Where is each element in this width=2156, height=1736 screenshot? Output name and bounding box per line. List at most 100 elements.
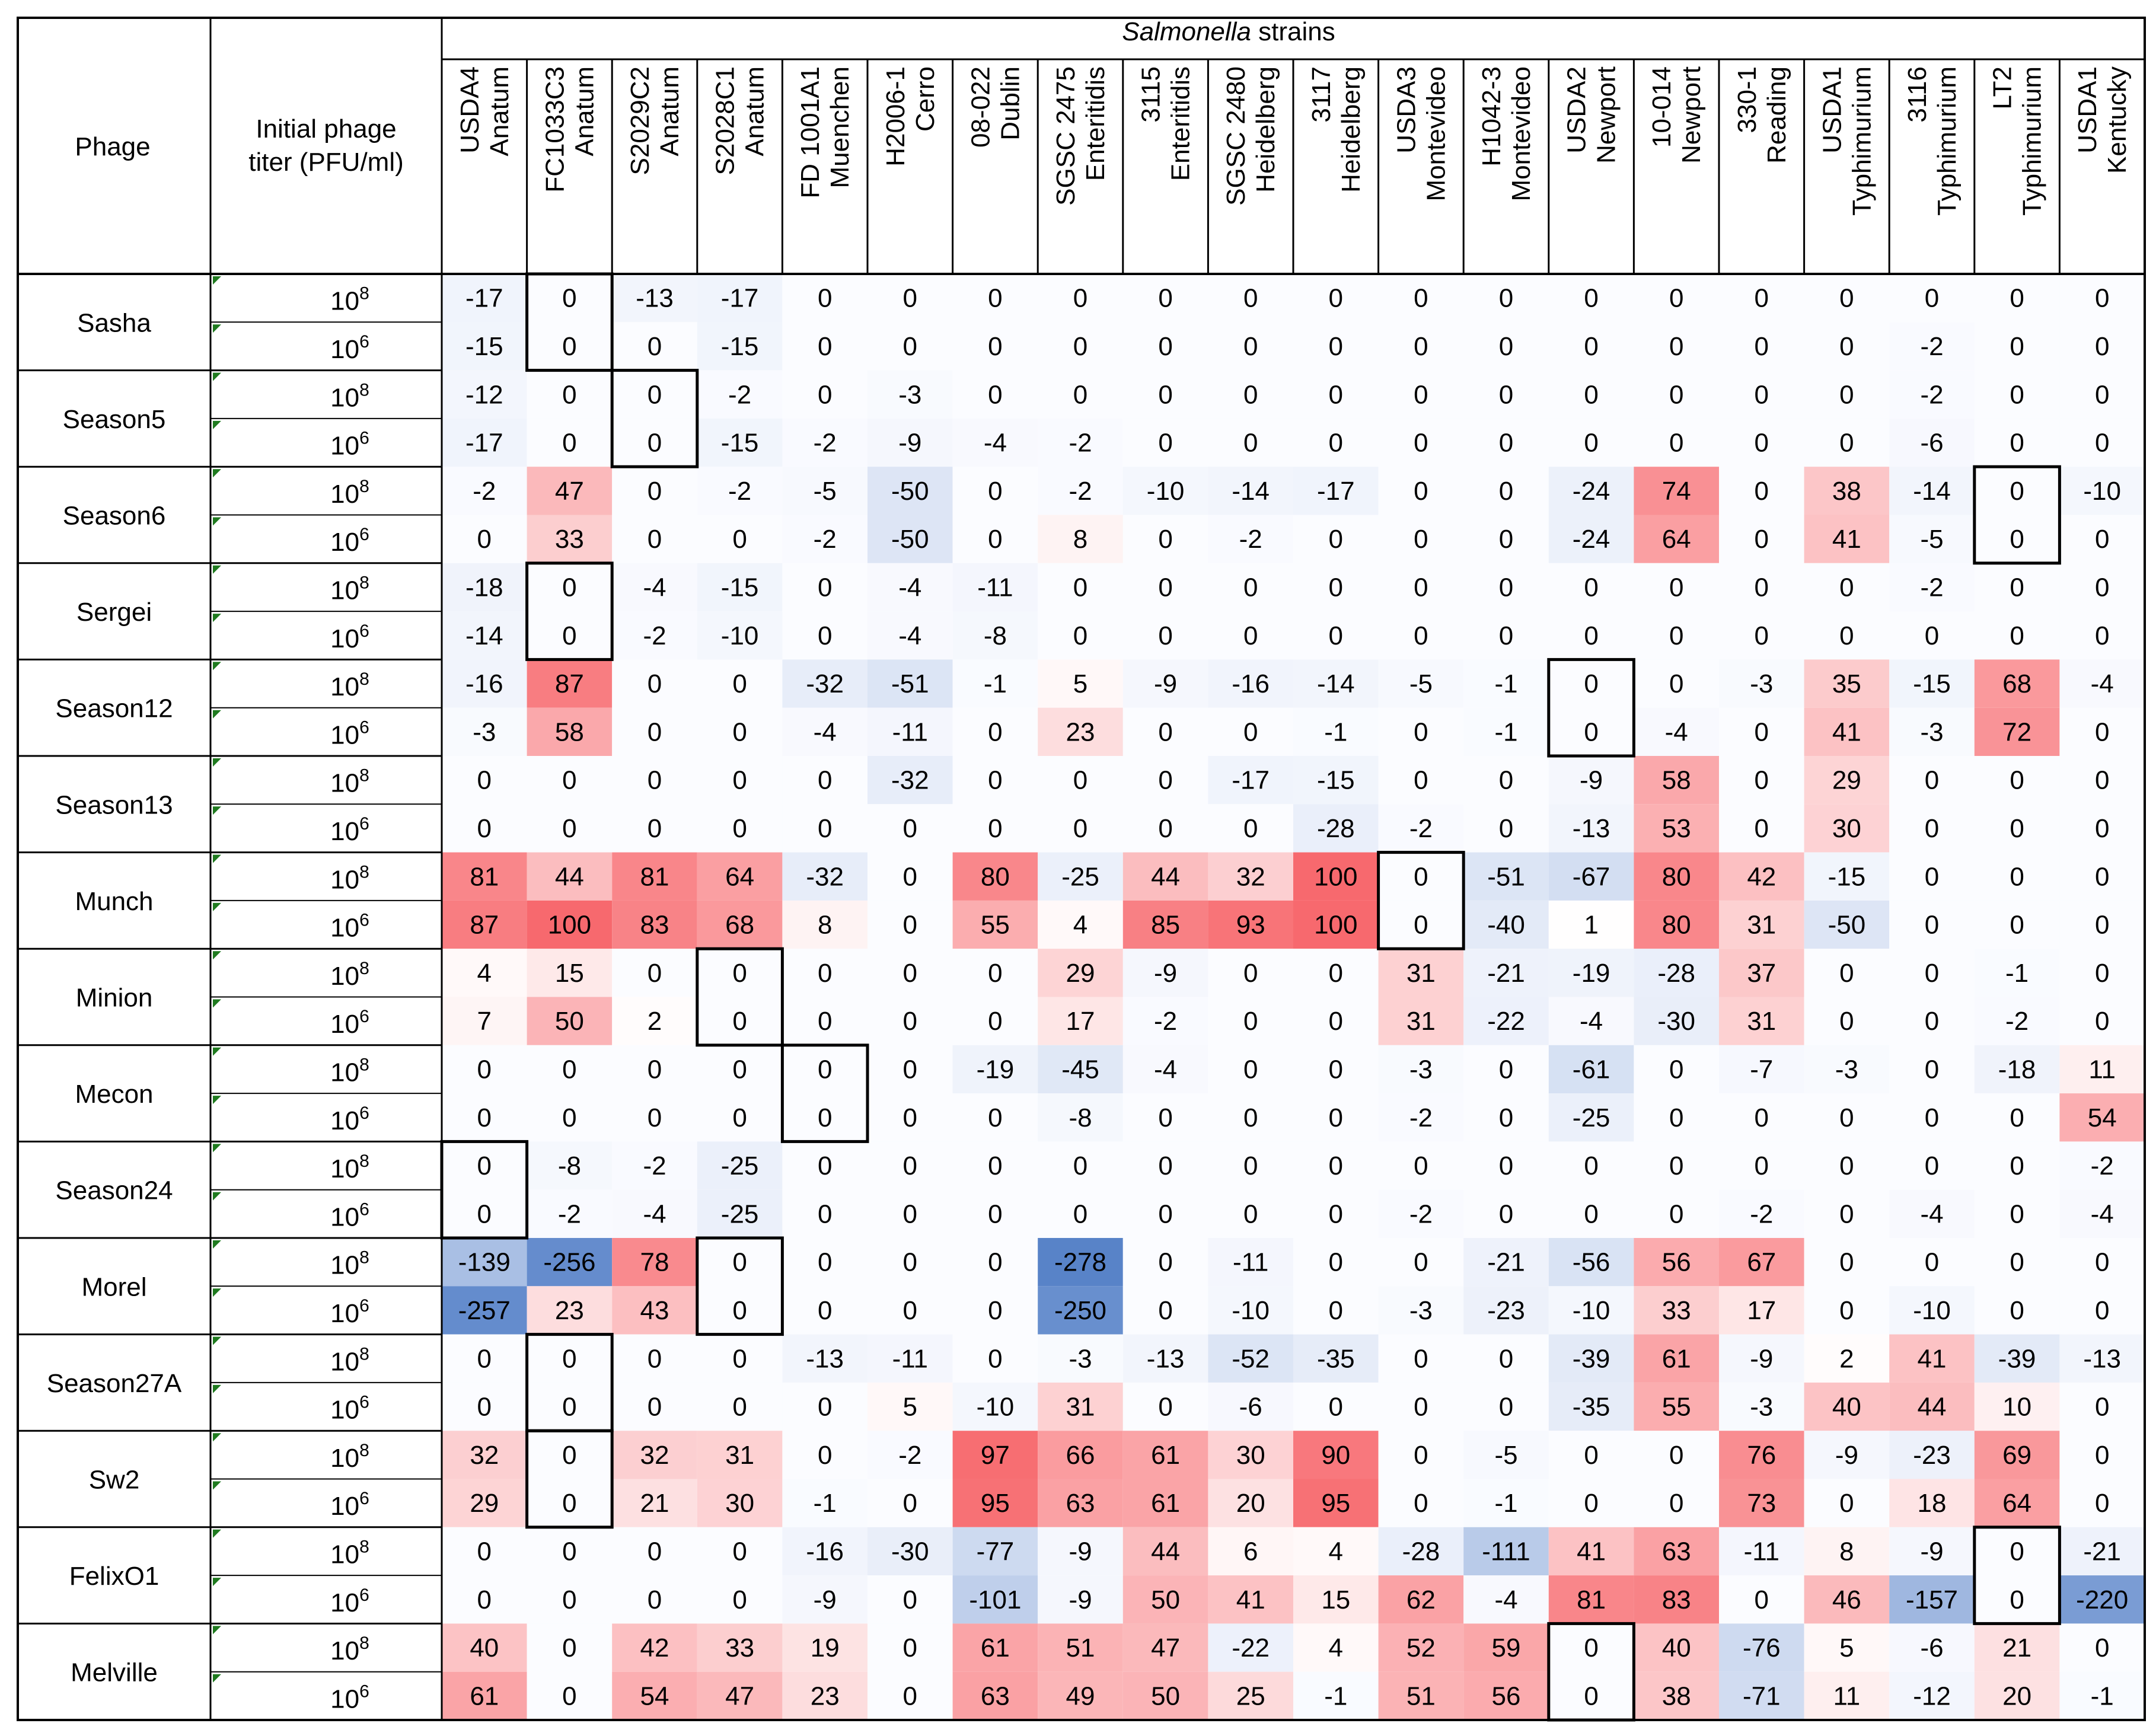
heatmap-cell bbox=[1378, 1093, 1464, 1142]
heatmap-cell bbox=[1208, 1238, 1293, 1287]
titer-base: 10 bbox=[330, 1154, 359, 1183]
heatmap-cell bbox=[952, 1093, 1038, 1142]
heatmap-cell bbox=[612, 1527, 697, 1576]
strain-header: 3116 Typhimurium bbox=[1903, 66, 1962, 216]
heatmap-cell bbox=[782, 1286, 867, 1335]
cell-value: -4 bbox=[643, 1199, 666, 1228]
heatmap-cell bbox=[442, 1238, 527, 1287]
heatmap-cell bbox=[1293, 1189, 1379, 1238]
heatmap-cell bbox=[1804, 1141, 1890, 1190]
cell-value: 0 bbox=[1329, 573, 1343, 602]
heatmap-cell bbox=[1889, 1382, 1975, 1431]
heatmap-cell bbox=[1634, 1479, 1719, 1527]
cell-value: -2 bbox=[1920, 573, 1943, 602]
heatmap-cell bbox=[1634, 1238, 1719, 1287]
cell-value: 0 bbox=[1158, 766, 1172, 795]
cell-value: -4 bbox=[1154, 1055, 1177, 1084]
cell-value: 0 bbox=[818, 284, 832, 313]
heatmap-cell bbox=[1463, 1334, 1549, 1383]
heatmap-cell bbox=[867, 997, 953, 1045]
cell-value: -30 bbox=[891, 1537, 929, 1566]
cell-value: 0 bbox=[988, 525, 1002, 554]
cell-value: 0 bbox=[1329, 1103, 1343, 1132]
phage-label: Season6 bbox=[63, 502, 166, 531]
cell-value: 0 bbox=[818, 621, 832, 650]
cell-marker bbox=[213, 951, 221, 960]
heatmap-cell bbox=[2059, 1671, 2145, 1720]
cell-value: -11 bbox=[892, 717, 928, 746]
heatmap-cell bbox=[1804, 1045, 1890, 1094]
cell-value: -32 bbox=[891, 766, 929, 795]
heatmap-cell bbox=[1719, 1431, 1804, 1479]
heatmap-cell bbox=[1463, 1623, 1549, 1672]
heatmap-cell bbox=[782, 949, 867, 997]
strain-header: 10-014 Newport bbox=[1647, 66, 1706, 164]
cell-value: -101 bbox=[969, 1585, 1021, 1614]
heatmap-cell bbox=[1548, 1575, 1634, 1624]
heatmap-cell bbox=[1463, 370, 1549, 419]
cell-marker bbox=[213, 1240, 221, 1249]
cell-value: 0 bbox=[1925, 284, 1939, 313]
heatmap-cell bbox=[1293, 852, 1379, 901]
cell-value: 0 bbox=[1839, 1248, 1854, 1277]
cell-value: 0 bbox=[2095, 717, 2109, 746]
heatmap-cell bbox=[697, 756, 783, 805]
phage-label: Season5 bbox=[63, 405, 166, 434]
heatmap-cell bbox=[867, 1093, 953, 1142]
cell-value: 43 bbox=[640, 1296, 669, 1325]
heatmap-cell bbox=[612, 756, 697, 805]
cell-value: 0 bbox=[2010, 380, 2024, 409]
heatmap-cell bbox=[697, 949, 783, 997]
cell-value: 0 bbox=[1414, 332, 1428, 361]
cell-value: 25 bbox=[1236, 1681, 1265, 1711]
heatmap-cell bbox=[2059, 997, 2145, 1045]
cell-value: 30 bbox=[1236, 1441, 1265, 1470]
cell-value: -6 bbox=[1920, 429, 1943, 458]
heatmap-cell bbox=[442, 611, 527, 660]
heatmap-cell bbox=[952, 804, 1038, 853]
cell-value: 0 bbox=[1669, 1055, 1683, 1084]
cell-value: 0 bbox=[988, 1199, 1002, 1228]
heatmap-cell bbox=[1293, 756, 1379, 805]
heatmap-cell bbox=[782, 707, 867, 756]
heatmap-cell bbox=[1378, 1141, 1464, 1190]
cell-value: 40 bbox=[470, 1633, 499, 1662]
cell-value: -13 bbox=[1147, 1344, 1185, 1373]
cell-value: 0 bbox=[818, 332, 832, 361]
phage-label: Season13 bbox=[55, 790, 173, 819]
heatmap-cell bbox=[1974, 900, 2060, 949]
cell-value: 11 bbox=[2088, 1055, 2116, 1084]
heatmap-cell bbox=[1804, 1431, 1890, 1479]
heatmap-cell bbox=[1804, 1334, 1890, 1383]
cell-value: -3 bbox=[1069, 1344, 1092, 1373]
strain-serovar: Heidelberg bbox=[1251, 66, 1280, 193]
heatmap-cell bbox=[527, 1575, 613, 1624]
titer-base: 10 bbox=[330, 1010, 359, 1039]
cell-value: 0 bbox=[2095, 814, 2109, 843]
cell-value: 0 bbox=[1243, 621, 1258, 650]
cell-value: 0 bbox=[1329, 1296, 1343, 1325]
heatmap-cell bbox=[867, 1238, 953, 1287]
cell-value: 0 bbox=[1158, 814, 1172, 843]
titer-exponent: 8 bbox=[359, 573, 369, 592]
heatmap-cell bbox=[1548, 1431, 1634, 1479]
titer-exponent: 6 bbox=[359, 911, 369, 930]
cell-value: -2 bbox=[1920, 332, 1943, 361]
titer-exponent: 6 bbox=[359, 429, 369, 448]
heatmap-cell bbox=[1038, 322, 1123, 371]
grid-lines bbox=[17, 17, 2146, 1721]
cell-value: 32 bbox=[1236, 862, 1265, 891]
heatmap-cell bbox=[1889, 1141, 1975, 1190]
cell-value: -2 bbox=[2005, 1007, 2029, 1036]
cell-value: 0 bbox=[1839, 1103, 1854, 1132]
cell-value: -15 bbox=[721, 332, 759, 361]
cell-value: 0 bbox=[903, 332, 917, 361]
heatmap-cell bbox=[1208, 1671, 1293, 1720]
heatmap-cell bbox=[1293, 563, 1379, 612]
cell-value: -52 bbox=[1232, 1344, 1270, 1373]
phage-label: Season12 bbox=[55, 694, 173, 723]
cell-value: -5 bbox=[1409, 669, 1433, 698]
heatmap-cell bbox=[612, 804, 697, 853]
heatmap-cell bbox=[1719, 1334, 1804, 1383]
heatmap-cell bbox=[1208, 1479, 1293, 1527]
